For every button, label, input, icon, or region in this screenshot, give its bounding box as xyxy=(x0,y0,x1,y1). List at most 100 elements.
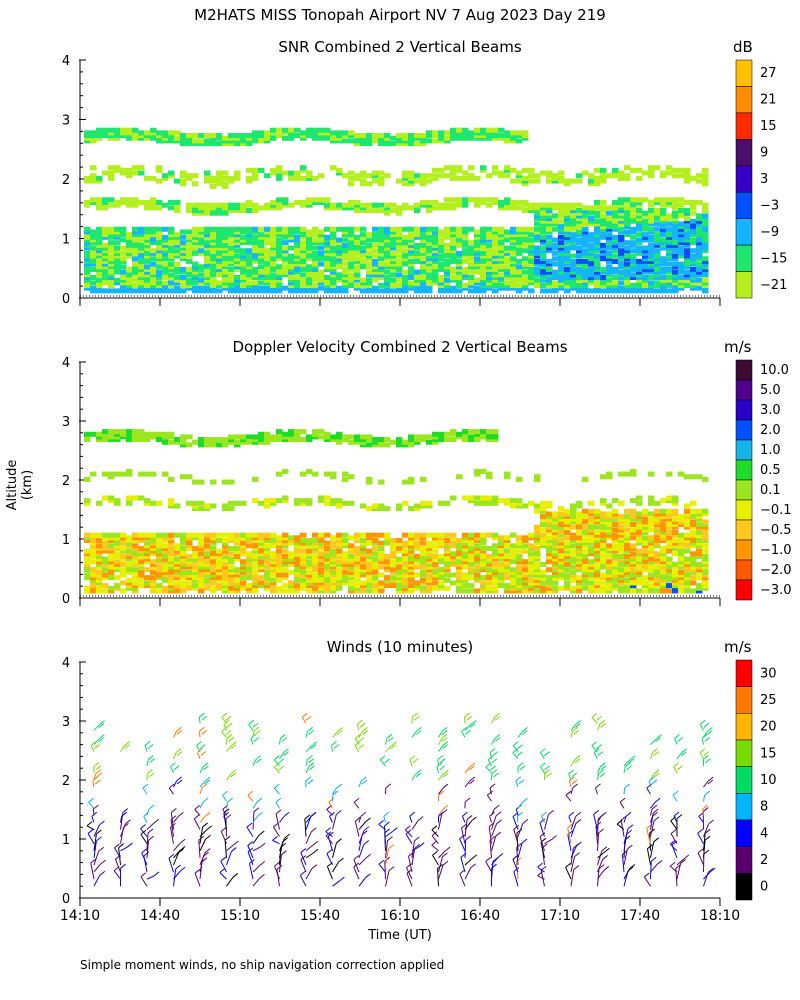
doppler-cell xyxy=(192,548,199,554)
doppler-cell xyxy=(108,543,115,549)
doppler-cell xyxy=(282,468,289,474)
snr-cell xyxy=(486,264,493,270)
snr-cell xyxy=(210,258,217,264)
doppler-cell xyxy=(300,500,307,506)
snr-cell xyxy=(270,283,277,289)
snr-cell xyxy=(204,173,211,179)
doppler-cell xyxy=(210,551,217,557)
snr-cell xyxy=(150,264,157,270)
doppler-cell xyxy=(366,476,373,482)
snr-cell xyxy=(546,245,553,251)
snr-cell xyxy=(564,226,571,232)
doppler-cell xyxy=(516,543,523,549)
doppler-cell xyxy=(144,548,151,554)
doppler-cell xyxy=(570,577,577,583)
snr-cell xyxy=(198,208,205,214)
snr-cell xyxy=(546,205,553,211)
doppler-cell xyxy=(528,545,535,551)
doppler-cell xyxy=(126,431,133,437)
snr-cell xyxy=(684,218,691,224)
snr-cell xyxy=(576,173,583,179)
doppler-cell xyxy=(390,577,397,583)
snr-cell xyxy=(426,288,433,294)
doppler-cell xyxy=(102,583,109,589)
doppler-cell xyxy=(408,535,415,541)
doppler-cell xyxy=(300,532,307,538)
snr-cell xyxy=(666,253,673,259)
snr-cell xyxy=(222,229,229,235)
snr-cell xyxy=(522,280,529,286)
snr-cell xyxy=(84,232,91,238)
snr-cell xyxy=(252,167,259,173)
snr-cell xyxy=(294,258,301,264)
snr-cell xyxy=(618,175,625,181)
doppler-cell xyxy=(102,556,109,562)
doppler-cell xyxy=(408,567,415,573)
snr-cell xyxy=(552,218,559,224)
snr-cell xyxy=(534,245,541,251)
doppler-colorbar-swatch xyxy=(735,419,753,441)
doppler-colorbar-label: −0.5 xyxy=(760,523,792,538)
snr-cell xyxy=(666,221,673,227)
snr-cell xyxy=(672,229,679,235)
doppler-cell xyxy=(354,532,361,538)
snr-cell xyxy=(168,200,175,206)
doppler-cell xyxy=(456,540,463,546)
doppler-cell xyxy=(234,580,241,586)
snr-cell xyxy=(552,269,559,275)
snr-cell xyxy=(402,135,409,141)
snr-cell xyxy=(450,269,457,275)
snr-cell xyxy=(222,274,229,280)
snr-cell xyxy=(276,266,283,272)
snr-cell xyxy=(156,248,163,254)
snr-cell xyxy=(486,272,493,278)
doppler-cell xyxy=(534,532,541,538)
snr-cell xyxy=(684,208,691,214)
doppler-cell xyxy=(558,572,565,578)
doppler-cell xyxy=(462,537,469,543)
doppler-cell xyxy=(480,588,487,594)
snr-cell xyxy=(666,240,673,246)
doppler-cell xyxy=(552,545,559,551)
snr-cell xyxy=(264,285,271,291)
doppler-cell xyxy=(522,543,529,549)
snr-cell xyxy=(504,237,511,243)
snr-cell xyxy=(174,285,181,291)
snr-cell xyxy=(654,266,661,272)
snr-cell xyxy=(660,242,667,248)
doppler-cell xyxy=(462,437,469,443)
snr-cell xyxy=(84,274,91,280)
snr-cell xyxy=(588,218,595,224)
doppler-cell xyxy=(378,532,385,538)
doppler-cell xyxy=(120,572,127,578)
doppler-cell xyxy=(90,572,97,578)
snr-cell xyxy=(222,272,229,278)
doppler-cell xyxy=(384,535,391,541)
doppler-cell xyxy=(276,548,283,554)
doppler-cell xyxy=(246,543,253,549)
doppler-cell xyxy=(336,551,343,557)
snr-cell xyxy=(654,165,661,171)
snr-cell xyxy=(576,285,583,291)
doppler-cell xyxy=(204,585,211,591)
snr-cell xyxy=(432,240,439,246)
doppler-cell xyxy=(384,567,391,573)
snr-cell xyxy=(216,173,223,179)
doppler-cell xyxy=(474,468,481,474)
doppler-cell xyxy=(84,585,91,591)
doppler-cell xyxy=(444,559,451,565)
doppler-cell xyxy=(222,545,229,551)
doppler-cell xyxy=(570,575,577,581)
snr-cell xyxy=(318,256,325,262)
snr-cell xyxy=(594,258,601,264)
snr-cell xyxy=(582,216,589,222)
snr-cell xyxy=(180,133,187,139)
doppler-cell xyxy=(366,535,373,541)
snr-cell xyxy=(450,175,457,181)
doppler-cell xyxy=(504,535,511,541)
doppler-cell xyxy=(546,551,553,557)
snr-cell xyxy=(684,234,691,240)
snr-cell xyxy=(642,280,649,286)
snr-cell xyxy=(222,261,229,267)
snr-cell xyxy=(186,250,193,256)
